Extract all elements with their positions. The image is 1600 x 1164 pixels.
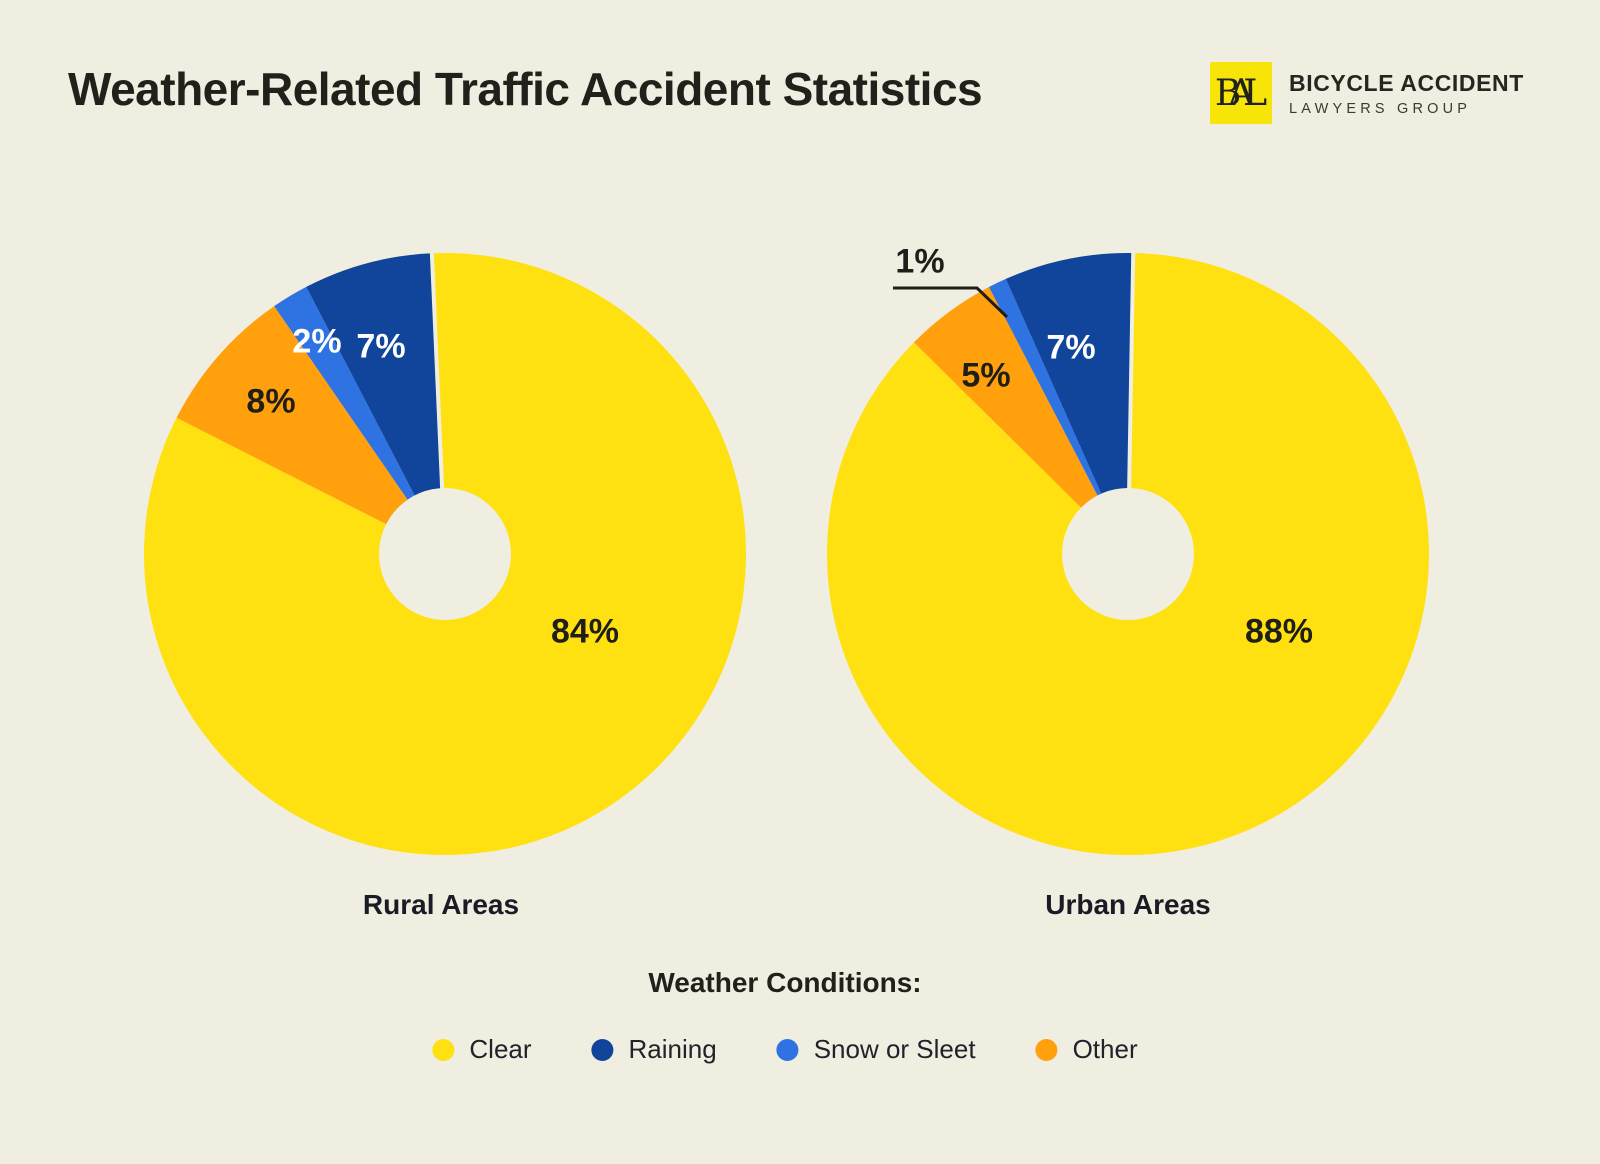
pie-slice-clear (144, 253, 746, 855)
rural-snow-label: 2% (292, 322, 342, 361)
pie-slice-snow-or-sleet (274, 286, 445, 554)
rural-raining-label: 7% (356, 327, 406, 366)
urban-snow-label: 1% (895, 242, 945, 281)
rural-areas-caption: Rural Areas (362, 889, 520, 920)
pie-slice-other (176, 306, 445, 554)
donut-hole (379, 488, 511, 620)
raining-swatch-icon (591, 1038, 614, 1061)
pie-slice-other (913, 287, 1128, 554)
snow-or-sleet-swatch-icon (776, 1038, 799, 1061)
pie-slice-raining (1005, 253, 1134, 554)
legend-label-snow-or-sleet: Snow or Sleet (813, 1034, 976, 1064)
donut-hole (1062, 488, 1194, 620)
legend: Clear Raining Snow or Sleet Other (432, 1034, 1138, 1065)
logo-name: BICYCLE ACCIDENT (1289, 69, 1524, 96)
legend-title: Weather Conditions: (648, 967, 922, 998)
legend-item-clear: Clear (432, 1034, 532, 1065)
legend-item-raining: Raining (591, 1034, 717, 1065)
monogram-letter-a: A (1228, 72, 1255, 114)
legend-item-snow-or-sleet: Snow or Sleet (776, 1034, 976, 1065)
legend-label-other: Other (1072, 1034, 1138, 1064)
urban-pie-chart (826, 251, 1429, 855)
rural-clear-label: 84% (550, 612, 620, 651)
legend-label-raining: Raining (628, 1034, 717, 1064)
urban-other-label: 5% (961, 356, 1011, 395)
monogram-letter-l: L (1243, 72, 1268, 114)
pie-slice-raining (306, 253, 445, 554)
monogram-letter-b: B (1214, 72, 1242, 114)
legend-item-other: Other (1035, 1034, 1138, 1065)
other-swatch-icon (1035, 1038, 1058, 1061)
logo-monogram-letters: B A L (1215, 73, 1267, 114)
legend-label-clear: Clear (469, 1034, 532, 1064)
pie-slice-snow-or-sleet (988, 278, 1128, 554)
rural-other-label: 8% (246, 382, 296, 421)
logo-text: BICYCLE ACCIDENT LAWYERS GROUP (1289, 70, 1524, 117)
logo-monogram-icon: B A L (1210, 62, 1272, 124)
urban-raining-label: 7% (1046, 328, 1096, 367)
logo-subtitle: LAWYERS GROUP (1289, 100, 1472, 117)
urban-areas-caption: Urban Areas (1045, 889, 1211, 920)
brand-logo: B A L BICYCLE ACCIDENT LAWYERS GROUP (1210, 62, 1524, 124)
urban-clear-label: 88% (1244, 612, 1314, 651)
page-title: Weather-Related Traffic Accident Statist… (68, 63, 983, 115)
clear-swatch-icon (432, 1038, 455, 1061)
rural-pie-chart (144, 251, 746, 855)
